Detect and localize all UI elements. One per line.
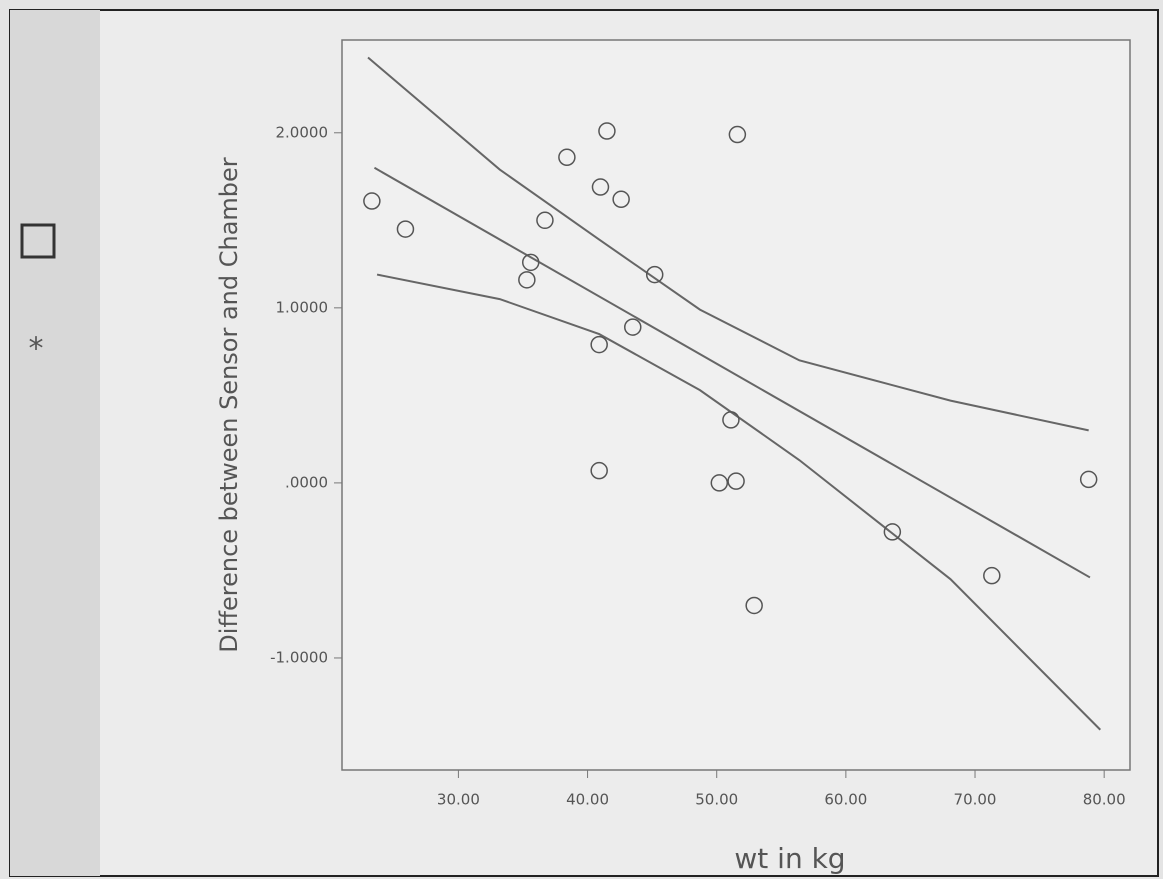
- x-tick-label: 80.00: [1083, 791, 1126, 809]
- tool-icon: *: [29, 332, 44, 367]
- x-tick-label: 70.00: [954, 791, 997, 809]
- y-axis-label: Difference between Sensor and Chamber: [215, 157, 243, 652]
- y-tick-label: -1.0000: [270, 648, 328, 666]
- x-tick-label: 30.00: [437, 791, 480, 809]
- toolbar: [10, 10, 100, 876]
- x-tick-label: 40.00: [566, 791, 609, 809]
- plot-area: [342, 40, 1130, 770]
- x-axis-label: wt in kg: [734, 842, 845, 875]
- x-tick-label: 50.00: [695, 791, 738, 809]
- x-tick-label: 60.00: [824, 791, 867, 809]
- chart: * wt in kg Difference between Sensor and…: [0, 0, 1163, 879]
- y-tick-label: .0000: [285, 473, 328, 491]
- y-tick-label: 2.0000: [276, 123, 329, 141]
- y-tick-label: 1.0000: [276, 298, 329, 316]
